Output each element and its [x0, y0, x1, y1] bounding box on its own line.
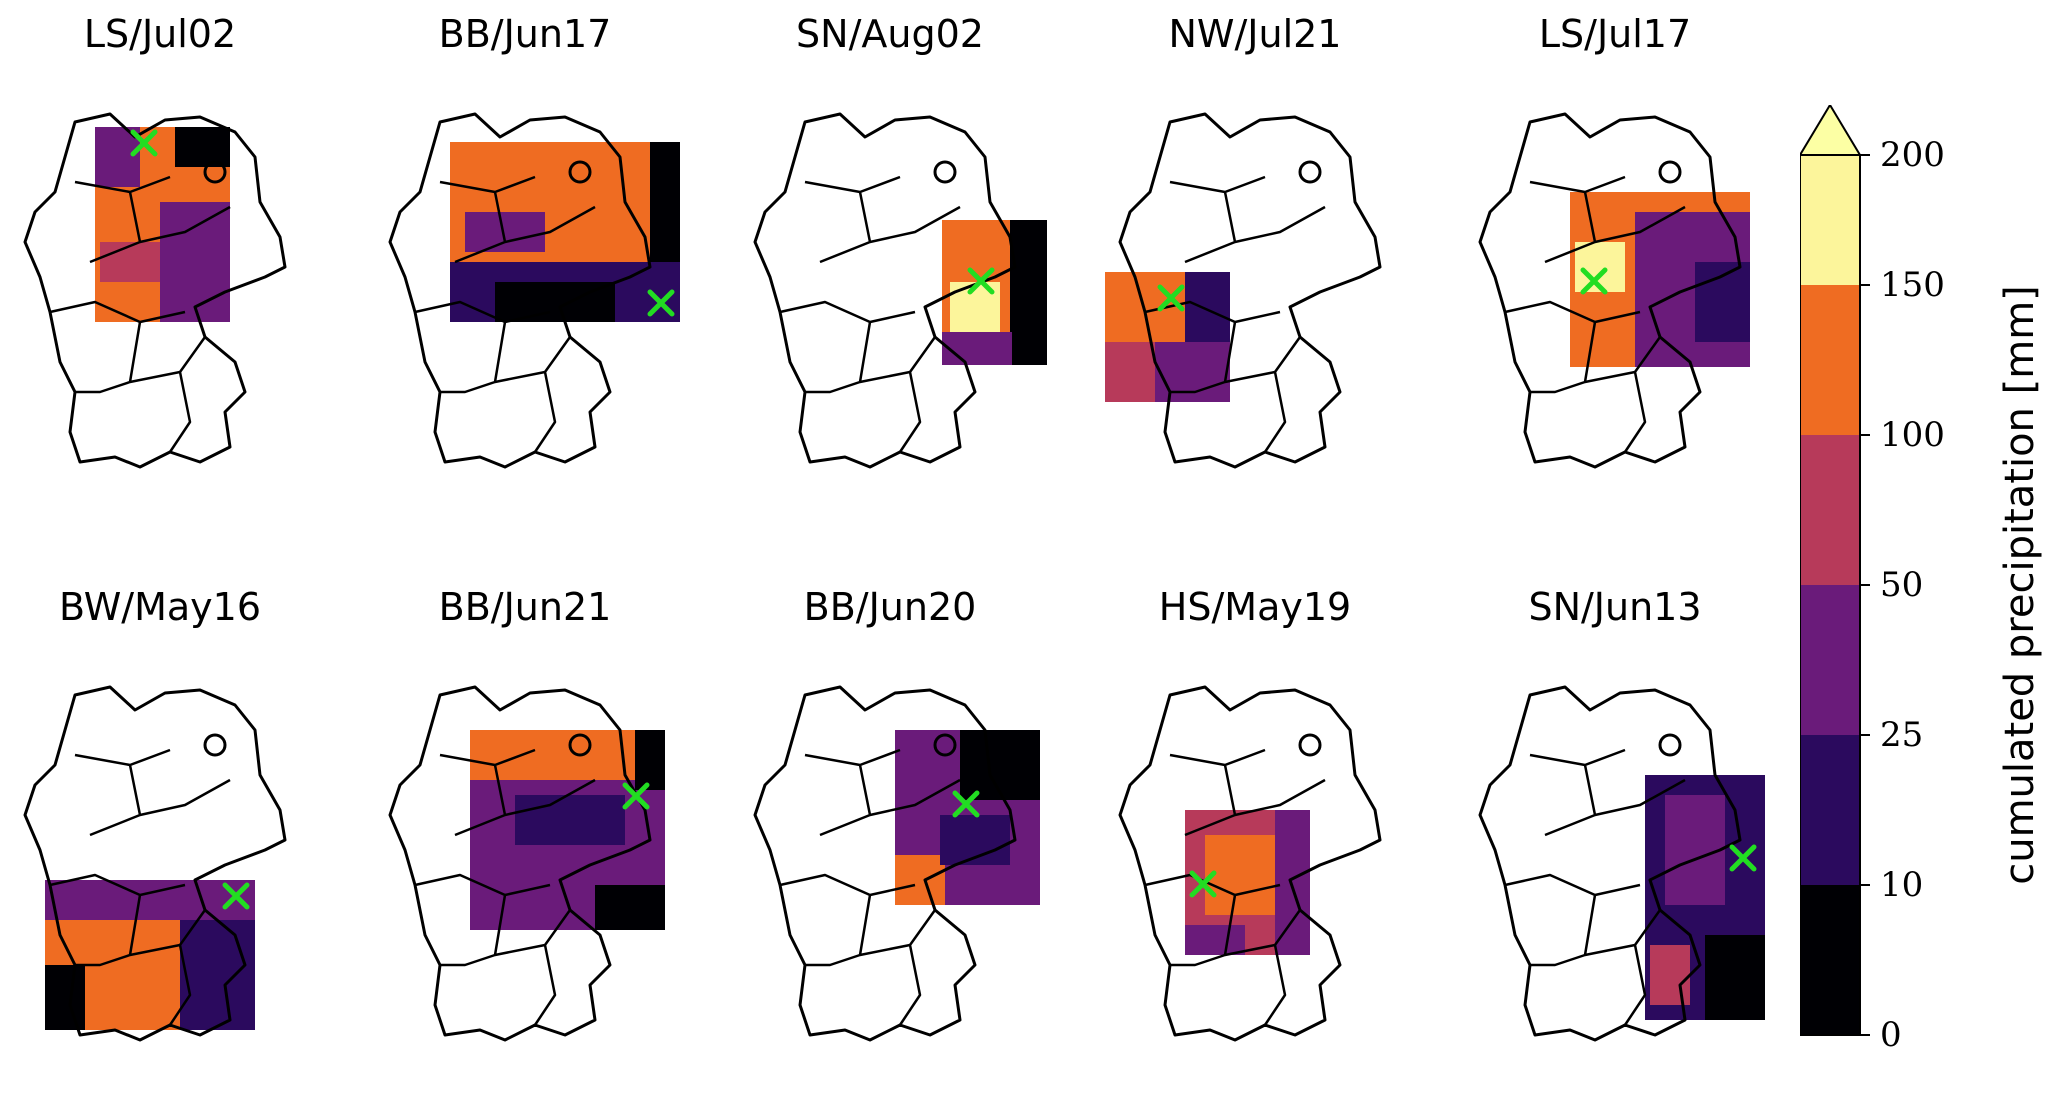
map-panel-3: SN/Aug02	[710, 12, 1070, 512]
precip-box	[45, 880, 255, 1030]
colorbar-tick-label: 10	[1880, 865, 1924, 905]
map-panel-10: SN/Jun13	[1435, 585, 1795, 1085]
germany-outline	[388, 112, 652, 469]
colorbar: 0 10 25 50 100 150 200 cumulated precipi…	[1800, 105, 2067, 1105]
colorbar-label: cumulated precipitation [mm]	[1997, 285, 2043, 885]
germany-map	[1478, 685, 1765, 1042]
event-marker	[130, 129, 158, 157]
colorbar-tick-label: 50	[1880, 565, 1924, 605]
colorbar-tick-label: 100	[1880, 415, 1945, 455]
germany-map	[753, 685, 1040, 1042]
germany-map	[1105, 112, 1382, 469]
panel-title: LS/Jul17	[1538, 12, 1692, 56]
event-marker	[952, 790, 980, 818]
germany-outline	[1478, 685, 1742, 1042]
germany-outline	[1478, 112, 1742, 469]
map-panel-2: BB/Jun17	[345, 12, 705, 512]
panel-title: LS/Jul02	[83, 12, 237, 56]
precip-box	[895, 730, 1040, 905]
colorbar-tick-label: 25	[1880, 715, 1924, 755]
germany-outline	[23, 112, 287, 469]
panel-title: BB/Jun21	[438, 585, 612, 629]
colorbar-scale	[1800, 105, 1870, 1036]
colorbar-band	[1800, 155, 1860, 285]
germany-map	[23, 112, 287, 469]
map-panel-8: BB/Jun20	[710, 585, 1070, 1085]
panel-title: SN/Jun13	[1528, 585, 1702, 629]
colorbar-band	[1800, 885, 1860, 1035]
germany-outline	[753, 112, 1017, 469]
event-marker	[1580, 267, 1608, 295]
event-marker	[222, 882, 250, 910]
map-panel-4: NW/Jul21	[1075, 12, 1435, 512]
colorbar-band	[1800, 585, 1860, 735]
colorbar-tick-label: 0	[1880, 1015, 1902, 1055]
precip-box	[95, 127, 230, 322]
event-marker	[622, 782, 650, 810]
colorbar-tick-label: 200	[1880, 135, 1945, 175]
germany-map	[1118, 685, 1382, 1042]
germany-outline	[1118, 112, 1382, 469]
panel-title: SN/Aug02	[796, 12, 984, 56]
map-panel-7: BB/Jun21	[345, 585, 705, 1085]
germany-map	[388, 685, 665, 1042]
precip-box	[942, 220, 1047, 365]
germany-map	[388, 112, 680, 469]
precip-box	[1645, 775, 1765, 1020]
panel-title: BB/Jun20	[803, 585, 977, 629]
colorbar-extend-arrow	[1800, 105, 1862, 156]
panel-title: NW/Jul21	[1168, 12, 1342, 56]
germany-map	[753, 112, 1047, 469]
germany-outline	[23, 685, 287, 1042]
event-marker	[1189, 870, 1217, 898]
map-panel-1: LS/Jul02	[0, 12, 340, 512]
map-panel-5: LS/Jul17	[1435, 12, 1795, 512]
event-marker	[1729, 844, 1757, 872]
panel-title: HS/May19	[1158, 585, 1352, 629]
event-marker	[967, 267, 995, 295]
colorbar-band	[1800, 435, 1860, 585]
panel-title: BW/May16	[58, 585, 261, 629]
precip-box	[450, 142, 680, 322]
colorbar-tick-label: 150	[1880, 265, 1945, 305]
map-panel-6: BW/May16	[0, 585, 340, 1085]
germany-map	[1478, 112, 1750, 469]
map-panel-9: HS/May19	[1075, 585, 1435, 1085]
precip-box	[1105, 272, 1230, 402]
colorbar-band	[1800, 285, 1860, 435]
germany-outline	[753, 685, 1017, 1042]
event-marker	[647, 289, 675, 317]
colorbar-band	[1800, 735, 1860, 885]
event-marker	[1157, 284, 1185, 312]
germany-outline	[1118, 685, 1382, 1042]
germany-map	[23, 685, 287, 1042]
germany-outline	[388, 685, 652, 1042]
panel-title: BB/Jun17	[438, 12, 612, 56]
